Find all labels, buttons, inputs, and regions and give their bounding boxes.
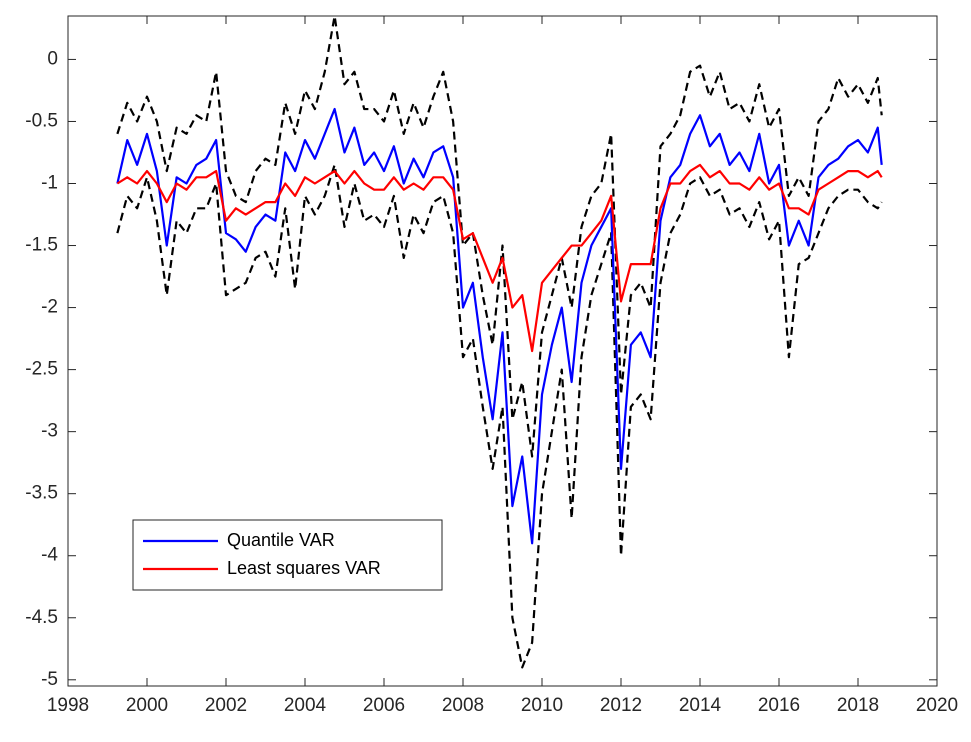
x-tick-label: 2012 — [600, 695, 642, 716]
y-tick-label: -3 — [41, 421, 58, 442]
band-line — [116, 16, 883, 458]
x-tick-label: 2008 — [442, 695, 484, 716]
axes-box — [67, 15, 938, 687]
y-tick-label: -5 — [41, 669, 58, 690]
legend-label: Quantile VAR — [227, 530, 335, 550]
legend-label: Least squares VAR — [227, 558, 381, 578]
x-tick-label: 2014 — [679, 695, 722, 716]
y-tick-label: 0 — [47, 48, 58, 69]
series-line — [116, 163, 883, 353]
y-tick-label: -2 — [41, 297, 58, 318]
band-line — [116, 163, 883, 669]
series-line — [116, 107, 883, 545]
y-tick-label: -2.5 — [25, 359, 58, 380]
x-tick-label: 2002 — [205, 695, 247, 716]
x-tick-label: 2020 — [916, 695, 958, 716]
x-tick-label: 2010 — [521, 695, 563, 716]
x-tick-label: 2004 — [284, 695, 327, 716]
x-tick-label: 2006 — [363, 695, 405, 716]
x-tick-label: 1998 — [47, 695, 89, 716]
y-tick-label: -0.5 — [25, 110, 58, 131]
y-tick-label: -3.5 — [25, 483, 58, 504]
legend: Quantile VAR Least squares VAR — [132, 519, 443, 591]
legend-box — [132, 519, 443, 591]
x-tick-label: 2000 — [126, 695, 168, 716]
y-tick-label: -4 — [41, 545, 58, 566]
x-tick-label: 2018 — [837, 695, 879, 716]
x-tick-label: 2016 — [758, 695, 800, 716]
y-tick-label: -1 — [41, 173, 58, 194]
y-tick-label: -1.5 — [25, 235, 58, 256]
y-tick-label: -4.5 — [25, 607, 58, 628]
